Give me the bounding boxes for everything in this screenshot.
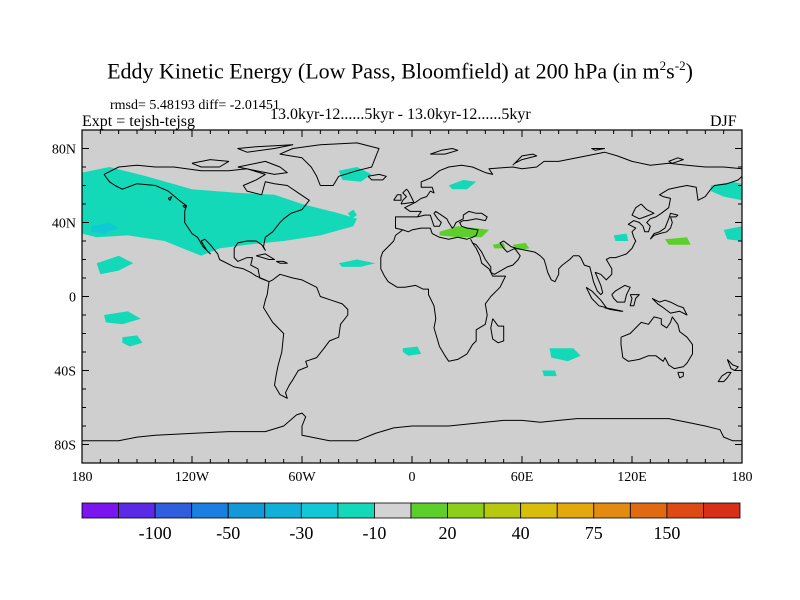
colorbar-box-5 (264, 502, 302, 519)
colorbar-label: 20 (439, 523, 457, 543)
coastline-32 (167, 196, 173, 201)
colorbar-box-16 (666, 502, 704, 519)
anomaly-region-12 (710, 181, 742, 201)
experiment-label: Expt = tejsh-tejsg (82, 113, 196, 130)
colorbar-label: -30 (289, 523, 313, 543)
coastline-2 (279, 142, 380, 186)
coastline-30 (237, 144, 294, 153)
colorbar: -100 -50 -30 -10 20 40 75 150 (81, 502, 741, 543)
colorbar-label: -50 (216, 523, 240, 543)
colorbar-label: 40 (512, 523, 530, 543)
coastline-33 (631, 203, 655, 220)
coastline-10 (604, 307, 624, 312)
colorbar-label: -100 (139, 523, 172, 543)
anomaly-region-18 (91, 222, 119, 234)
coastline-13 (651, 297, 688, 316)
rmsd-label: rmsd= 5.48193 diff= -2.01451 (110, 98, 280, 113)
coastline-6 (380, 229, 506, 362)
map-axes: 180 120W 60W 0 60E 120E 180 80N 40N 0 40S 80S (52, 129, 753, 485)
anomaly-region-2 (347, 209, 357, 219)
colorbar-label: 150 (653, 523, 680, 543)
coastline-21 (256, 253, 275, 260)
y-tick-label: 80N (52, 143, 76, 158)
colorbar-box-12 (520, 502, 558, 519)
anomaly-region-4 (104, 311, 141, 325)
colorbar-box-17 (703, 502, 741, 519)
coastline-22 (276, 260, 288, 264)
coastline-3 (367, 173, 387, 181)
colorbar-box-3 (191, 502, 229, 519)
coastline-7 (472, 175, 742, 296)
anomaly-region-13 (723, 226, 742, 241)
coastline-26 (512, 153, 538, 166)
x-tick-label: 60W (288, 470, 316, 485)
coastline-18 (490, 318, 505, 344)
coastline-24 (668, 157, 684, 164)
coastline-9 (585, 286, 607, 309)
anomaly-region-9 (542, 370, 557, 377)
map-background (82, 130, 742, 463)
coastline-28 (237, 160, 288, 175)
coastline-12 (629, 294, 640, 307)
chart-title: Eddy Kinetic Energy (Low Pass, Bloomfiel… (107, 58, 693, 84)
colorbar-box-15 (629, 502, 668, 519)
x-tick-label: 60E (511, 470, 534, 485)
coastline-0 (103, 164, 310, 283)
anomaly-region-0 (82, 167, 357, 256)
anomaly-region-17 (665, 237, 691, 245)
anomaly-region-6 (338, 259, 376, 267)
map-plot-area (82, 130, 742, 463)
season-label: DJF (710, 113, 737, 130)
coastline-20 (393, 194, 402, 201)
coastline-31 (182, 205, 187, 209)
y-tick-label: 0 (69, 291, 76, 306)
colorbar-box-4 (227, 502, 266, 519)
anomaly-region-11 (613, 233, 629, 241)
colorbar-box-8 (374, 502, 412, 519)
x-tick-label: 120E (617, 470, 647, 485)
colorbar-box-2 (154, 502, 193, 519)
coastline-17 (717, 371, 732, 383)
anomaly-region-5 (122, 335, 143, 347)
colorbar-box-6 (300, 502, 339, 519)
coastline-27 (430, 148, 459, 155)
coastline-29 (191, 159, 230, 168)
coastline-1 (263, 273, 349, 399)
x-tick-label: 180 (72, 470, 93, 485)
anomaly-region-8 (549, 348, 581, 362)
coastline-4 (395, 151, 742, 231)
anomaly-region-3 (96, 255, 134, 275)
coastline-15 (677, 371, 684, 379)
colorbar-box-0 (81, 502, 119, 519)
colorbar-box-7 (337, 502, 375, 519)
colorbar-box-9 (410, 502, 448, 519)
coastline-8 (649, 212, 679, 240)
colorbar-label: 75 (585, 523, 603, 543)
y-tick-label: 80S (54, 439, 76, 454)
x-tick-label: 180 (732, 470, 753, 485)
colorbar-label: -10 (362, 523, 386, 543)
colorbar-box-1 (118, 502, 156, 519)
y-tick-label: 40S (54, 365, 76, 380)
colorbar-box-14 (593, 502, 631, 519)
period-label: 13.0kyr-12......5kyr - 13.0kyr-12......5… (270, 106, 531, 123)
coastline-16 (726, 359, 739, 371)
anomaly-region-7 (402, 346, 422, 356)
anomaly-region-10 (448, 179, 477, 190)
coastline-19 (400, 188, 415, 205)
coastline-11 (611, 284, 631, 303)
x-tick-label: 120W (175, 470, 210, 485)
anomaly-region-1 (338, 167, 372, 182)
coastline-25 (591, 148, 605, 151)
coastline-5 (402, 210, 488, 240)
y-tick-label: 40N (52, 217, 76, 232)
colorbar-box-13 (556, 502, 595, 519)
coastline-14 (620, 316, 693, 370)
x-tick-label: 0 (409, 470, 416, 485)
colorbar-box-10 (447, 502, 485, 519)
colorbar-box-11 (483, 502, 522, 519)
coastline-23 (82, 412, 742, 442)
